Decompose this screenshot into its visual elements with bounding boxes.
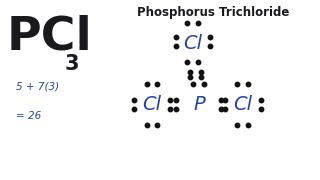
Text: P: P <box>193 95 205 114</box>
Text: 3: 3 <box>64 54 79 74</box>
Text: = 26: = 26 <box>16 111 41 122</box>
Text: 5 + 7(3): 5 + 7(3) <box>16 81 59 91</box>
Text: Phosphorus Trichloride: Phosphorus Trichloride <box>137 6 289 19</box>
Text: Cl: Cl <box>142 95 162 114</box>
Text: PCl: PCl <box>7 15 92 60</box>
Text: Cl: Cl <box>183 34 202 53</box>
Text: Cl: Cl <box>233 95 252 114</box>
